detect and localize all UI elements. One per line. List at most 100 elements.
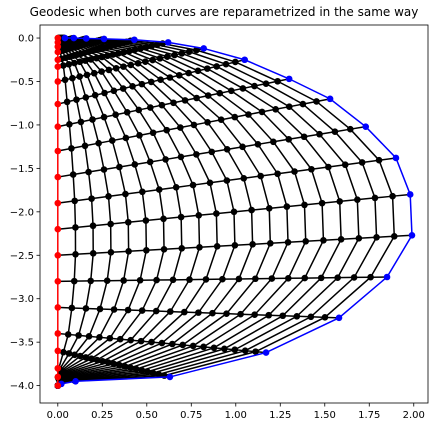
- end-curve-point: [54, 347, 62, 355]
- geodesic-point: [350, 274, 358, 281]
- geodesic-point: [274, 170, 281, 178]
- geodesic-point: [307, 313, 315, 321]
- start-curve-point: [406, 191, 414, 198]
- geodesic-point: [68, 304, 76, 312]
- geodesic-point: [122, 190, 129, 198]
- geodesic-point: [126, 47, 133, 55]
- y-tick-label: −3.0: [10, 294, 34, 305]
- y-tick-label: −3.5: [10, 338, 34, 349]
- geodesic-point: [121, 363, 129, 370]
- geodesic-point: [129, 83, 136, 90]
- geodesic-point: [252, 348, 259, 355]
- geodesic-point: [87, 56, 95, 63]
- geodesic-point: [169, 340, 176, 348]
- geodesic-point: [65, 60, 73, 68]
- geodesic-point: [115, 50, 122, 57]
- geodesic-point: [274, 77, 281, 85]
- geodesic-point: [302, 237, 310, 245]
- y-tick-label: 0.0: [18, 34, 34, 45]
- geodesic-point: [171, 51, 178, 59]
- geodesic-point: [91, 91, 99, 99]
- geodesic-point: [195, 212, 203, 219]
- geodesic-point: [265, 311, 273, 319]
- geodesic-point: [251, 82, 258, 90]
- geodesic-point: [148, 338, 155, 346]
- geodesic-point: [193, 94, 200, 102]
- geodesic-point: [110, 306, 118, 313]
- geodesic-point: [283, 203, 291, 210]
- geodesic-point: [127, 364, 134, 372]
- geodesic-point: [104, 52, 111, 60]
- geodesic-point: [178, 244, 186, 252]
- geodesic-point: [138, 367, 146, 374]
- geodesic-point: [72, 250, 79, 258]
- geodesic-point: [252, 275, 259, 283]
- geodesic-point: [337, 235, 345, 243]
- geodesic-point: [200, 343, 207, 351]
- end-curve-point: [54, 123, 62, 130]
- start-curve-point: [166, 373, 174, 381]
- start-curve-point: [285, 75, 293, 83]
- x-tick-label: 0.75: [180, 410, 202, 421]
- x-tick-label: 1.25: [269, 410, 291, 421]
- geodesic-point: [71, 59, 78, 67]
- geodesic-point: [172, 184, 180, 191]
- geodesic-point: [147, 78, 155, 86]
- geodesic-point: [89, 249, 97, 257]
- geodesic-point: [75, 332, 82, 339]
- start-curve-point: [70, 34, 78, 42]
- geodesic-point: [213, 210, 220, 217]
- geodesic-point: [334, 274, 341, 281]
- geodesic-point: [284, 275, 292, 282]
- geodesic-point: [137, 337, 145, 345]
- end-curve-point: [54, 48, 62, 56]
- geodesic-point: [153, 276, 160, 284]
- geodesic-point: [63, 98, 71, 106]
- end-curve-point: [54, 225, 62, 233]
- geodesic-point: [185, 48, 193, 56]
- geodesic-point: [88, 355, 95, 362]
- geodesic-point: [285, 103, 293, 110]
- geodesic-point: [389, 192, 396, 200]
- start-curve-point: [100, 35, 108, 43]
- geodesic-point: [237, 310, 244, 318]
- geodesic-point: [120, 48, 128, 56]
- end-curve-point: [54, 373, 62, 381]
- end-curve-point: [54, 199, 62, 207]
- geodesic-point: [116, 335, 124, 343]
- x-tick-label: 1.75: [358, 410, 380, 421]
- geodesic-point: [122, 134, 130, 142]
- geodesic-point: [223, 146, 231, 153]
- geodesic-point: [177, 124, 184, 131]
- geodesic-point: [371, 194, 379, 202]
- geodesic-point: [66, 120, 73, 128]
- geodesic-point: [222, 60, 230, 68]
- geodesic-point: [93, 54, 100, 62]
- geodesic-point: [265, 205, 273, 212]
- geodesic-point: [107, 220, 114, 228]
- geodesic-point: [110, 87, 118, 95]
- x-tick-label: 0.00: [47, 410, 69, 421]
- end-curve-point: [54, 330, 62, 337]
- geodesic-point: [120, 277, 127, 284]
- geodesic-point: [177, 213, 185, 221]
- end-curve-point: [54, 251, 62, 259]
- geodesic-point: [325, 163, 332, 171]
- geodesic-point: [142, 217, 150, 224]
- geodesic-point: [119, 85, 127, 92]
- geodesic-point: [177, 153, 185, 161]
- start-curve-point: [383, 273, 391, 281]
- geodesic-point: [251, 311, 258, 319]
- end-curve-point: [54, 382, 62, 389]
- geodesic-point: [101, 89, 108, 97]
- geodesic-point: [116, 163, 123, 171]
- geodesic-point: [95, 139, 102, 147]
- geodesic-point: [127, 61, 135, 69]
- geodesic-point: [272, 105, 279, 113]
- geodesic-point: [190, 121, 198, 129]
- geodesic-point: [136, 276, 144, 284]
- end-curve-point: [54, 304, 62, 311]
- geodesic-point: [96, 334, 103, 341]
- geodesic-point: [157, 76, 164, 83]
